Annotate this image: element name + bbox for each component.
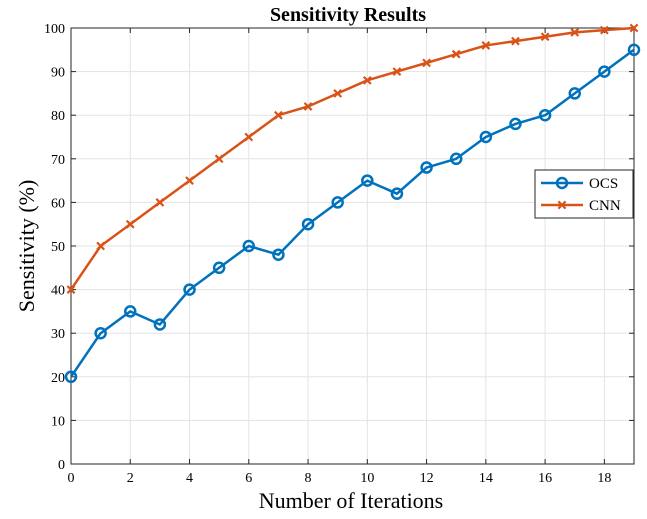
marker-stroke	[451, 49, 461, 59]
y-tick-label: 100	[44, 22, 65, 37]
data-point-ocs	[301, 217, 315, 231]
marker-stroke	[303, 102, 313, 111]
marker-stroke	[629, 23, 639, 33]
x-tick-label: 12	[420, 471, 434, 486]
marker-stroke	[214, 154, 224, 164]
x-tick-label: 0	[68, 471, 75, 486]
y-tick-label: 90	[51, 66, 65, 81]
chart-title: Sensitivity Results	[270, 4, 426, 26]
x-tick-label: 10	[360, 471, 374, 486]
data-point-cnn	[511, 36, 520, 46]
marker-stroke	[557, 200, 567, 210]
data-point-cnn	[629, 23, 639, 33]
x-tick-label: 6	[245, 471, 252, 486]
data-point-cnn	[599, 25, 609, 35]
data-point-cnn	[125, 219, 135, 229]
marker-stroke	[96, 241, 106, 251]
grid	[70, 27, 634, 465]
data-point-cnn	[362, 75, 372, 85]
data-point-cnn	[185, 176, 194, 185]
data-point-cnn	[422, 58, 431, 68]
data-point-ocs	[212, 261, 226, 275]
legend-marker-ocs	[555, 176, 569, 190]
data-point-ocs	[390, 187, 404, 200]
marker-stroke	[599, 25, 609, 35]
marker-stroke	[570, 27, 580, 37]
data-point-ocs	[183, 283, 196, 296]
data-point-ocs	[509, 117, 522, 131]
x-tick-label: 8	[305, 471, 312, 486]
y-tick-label: 60	[51, 196, 65, 211]
data-point-cnn	[303, 102, 313, 111]
series-line-cnn	[69, 26, 635, 291]
data-point-cnn	[214, 154, 224, 164]
marker-stroke	[66, 285, 76, 294]
data-point-ocs	[538, 108, 552, 122]
legend-marker-cnn	[557, 200, 567, 210]
tick-labels: 0 2 4 6 8 10 12 14 16 18 0 10 20 30 40 50 60 70 80 90 100	[44, 22, 611, 486]
marker-stroke	[333, 89, 343, 98]
data-point-ocs	[272, 248, 285, 261]
y-tick-label: 20	[51, 371, 65, 386]
marker-stroke	[274, 110, 283, 120]
data-point-ocs	[242, 239, 256, 253]
data-point-ocs	[420, 161, 433, 174]
y-axis-label: Sensitivity (%)	[14, 180, 39, 313]
legend-label-ocs: OCS	[589, 176, 618, 192]
marker-stroke	[540, 32, 550, 42]
y-tick-label: 0	[58, 458, 65, 473]
x-axis-label: Number of Iterations	[259, 488, 444, 513]
data-point-cnn	[66, 285, 76, 294]
marker-stroke	[125, 219, 135, 229]
data-point-cnn	[274, 110, 283, 120]
x-tick-label: 4	[186, 471, 193, 486]
data-point-cnn	[570, 27, 580, 37]
x-tick-label: 14	[479, 471, 493, 486]
data-point-ocs	[331, 196, 344, 209]
axes	[70, 27, 635, 465]
data-point-ocs	[94, 326, 107, 340]
legend: OCS CNN	[534, 169, 634, 219]
data-point-ocs	[361, 174, 374, 187]
data-point-cnn	[244, 132, 254, 142]
data-point-cnn	[392, 67, 402, 76]
marker-stroke	[422, 58, 431, 68]
data-point-ocs	[568, 87, 581, 100]
marker-stroke	[244, 132, 254, 142]
legend-box	[534, 169, 634, 219]
marker-stroke	[185, 176, 194, 185]
data-point-ocs	[449, 152, 463, 166]
x-tick-label: 2	[127, 471, 134, 486]
x-tick-label: 18	[597, 471, 611, 486]
marker-stroke	[155, 198, 165, 207]
y-tick-label: 80	[51, 109, 65, 124]
data-point-cnn	[481, 41, 491, 50]
data-point-cnn	[451, 49, 461, 59]
y-tick-label: 70	[51, 153, 65, 168]
marker-stroke	[481, 41, 491, 50]
marker-stroke	[362, 75, 372, 85]
data-point-ocs	[153, 318, 167, 331]
data-point-ocs	[64, 370, 78, 384]
data-point-cnn	[96, 241, 106, 251]
marker-stroke	[392, 67, 402, 76]
y-tick-label: 10	[51, 414, 65, 429]
data-point-cnn	[333, 89, 343, 98]
y-tick-label: 30	[51, 327, 65, 342]
series	[64, 23, 641, 384]
marker-stroke	[511, 36, 520, 46]
y-tick-label: 40	[51, 284, 65, 299]
data-point-cnn	[540, 32, 550, 42]
data-point-ocs	[627, 43, 641, 57]
legend-label-cnn: CNN	[589, 198, 621, 214]
x-tick-label: 16	[538, 471, 552, 486]
data-point-ocs	[598, 65, 611, 78]
y-tick-label: 50	[51, 240, 65, 255]
data-point-ocs	[479, 130, 493, 144]
data-point-ocs	[124, 305, 137, 318]
data-point-cnn	[155, 198, 165, 207]
